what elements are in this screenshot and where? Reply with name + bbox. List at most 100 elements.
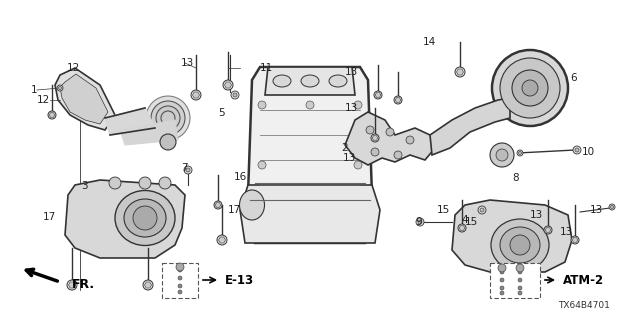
Text: 13: 13 bbox=[345, 67, 358, 77]
Circle shape bbox=[161, 111, 175, 125]
Circle shape bbox=[366, 126, 374, 134]
Circle shape bbox=[258, 161, 266, 169]
Ellipse shape bbox=[301, 75, 319, 87]
Circle shape bbox=[522, 80, 538, 96]
Polygon shape bbox=[452, 200, 572, 272]
Circle shape bbox=[544, 226, 552, 234]
Text: 14: 14 bbox=[423, 37, 436, 47]
Circle shape bbox=[394, 151, 402, 159]
Polygon shape bbox=[145, 282, 152, 288]
Polygon shape bbox=[120, 120, 178, 145]
Circle shape bbox=[160, 134, 176, 150]
Circle shape bbox=[67, 280, 77, 290]
Circle shape bbox=[258, 101, 266, 109]
Text: 13: 13 bbox=[530, 210, 543, 220]
Text: 3: 3 bbox=[81, 181, 88, 191]
Ellipse shape bbox=[491, 219, 549, 271]
Circle shape bbox=[176, 263, 184, 271]
Circle shape bbox=[354, 101, 362, 109]
Circle shape bbox=[48, 111, 56, 119]
Polygon shape bbox=[55, 68, 115, 130]
Text: FR.: FR. bbox=[72, 278, 95, 292]
Polygon shape bbox=[396, 98, 401, 102]
Text: 17: 17 bbox=[43, 212, 56, 222]
Circle shape bbox=[139, 177, 151, 189]
Circle shape bbox=[518, 291, 522, 295]
Circle shape bbox=[57, 85, 63, 91]
FancyBboxPatch shape bbox=[490, 263, 540, 298]
Circle shape bbox=[214, 201, 222, 209]
Circle shape bbox=[516, 264, 524, 272]
Polygon shape bbox=[372, 136, 378, 140]
Text: 9: 9 bbox=[415, 217, 422, 227]
Circle shape bbox=[492, 50, 568, 126]
Polygon shape bbox=[430, 98, 510, 155]
Circle shape bbox=[178, 276, 182, 280]
Circle shape bbox=[518, 278, 522, 282]
Circle shape bbox=[386, 128, 394, 136]
Circle shape bbox=[217, 235, 227, 245]
Circle shape bbox=[186, 168, 190, 172]
Text: TX64B4701: TX64B4701 bbox=[558, 301, 610, 310]
Circle shape bbox=[146, 96, 190, 140]
Circle shape bbox=[354, 161, 362, 169]
Polygon shape bbox=[225, 82, 232, 88]
Circle shape bbox=[233, 93, 237, 97]
Circle shape bbox=[178, 290, 182, 294]
Text: 11: 11 bbox=[260, 63, 273, 73]
Text: 15: 15 bbox=[465, 217, 478, 227]
Ellipse shape bbox=[124, 199, 166, 237]
Circle shape bbox=[418, 220, 422, 224]
Circle shape bbox=[500, 58, 560, 118]
Text: 15: 15 bbox=[436, 205, 450, 215]
Text: 13: 13 bbox=[590, 205, 604, 215]
Polygon shape bbox=[218, 237, 225, 243]
Text: 2: 2 bbox=[341, 143, 348, 153]
Polygon shape bbox=[193, 92, 200, 98]
Circle shape bbox=[512, 70, 548, 106]
Polygon shape bbox=[60, 74, 108, 124]
Circle shape bbox=[178, 268, 182, 272]
Ellipse shape bbox=[329, 75, 347, 87]
Circle shape bbox=[455, 67, 465, 77]
Circle shape bbox=[109, 177, 121, 189]
Text: 13: 13 bbox=[345, 103, 358, 113]
Polygon shape bbox=[345, 112, 435, 165]
Circle shape bbox=[191, 90, 201, 100]
Circle shape bbox=[143, 280, 153, 290]
Ellipse shape bbox=[500, 227, 540, 263]
Circle shape bbox=[609, 204, 615, 210]
Circle shape bbox=[394, 96, 402, 104]
Circle shape bbox=[517, 150, 523, 156]
Polygon shape bbox=[240, 185, 380, 243]
Text: 8: 8 bbox=[512, 173, 518, 183]
Polygon shape bbox=[456, 69, 463, 75]
Text: 1: 1 bbox=[30, 85, 37, 95]
Circle shape bbox=[151, 101, 185, 135]
Circle shape bbox=[510, 235, 530, 255]
Circle shape bbox=[500, 286, 504, 290]
Circle shape bbox=[58, 86, 61, 90]
Polygon shape bbox=[68, 282, 76, 288]
Ellipse shape bbox=[273, 75, 291, 87]
Circle shape bbox=[416, 218, 424, 226]
Circle shape bbox=[478, 206, 486, 214]
Circle shape bbox=[223, 80, 233, 90]
Polygon shape bbox=[248, 67, 372, 243]
Text: 13: 13 bbox=[560, 227, 573, 237]
Circle shape bbox=[184, 166, 192, 174]
Circle shape bbox=[306, 101, 314, 109]
Text: 6: 6 bbox=[570, 73, 577, 83]
Circle shape bbox=[458, 224, 466, 232]
Circle shape bbox=[371, 134, 379, 142]
Polygon shape bbox=[545, 228, 551, 232]
Circle shape bbox=[178, 284, 182, 288]
Text: ATM-2: ATM-2 bbox=[563, 274, 604, 286]
Text: 5: 5 bbox=[218, 108, 225, 118]
Text: 12: 12 bbox=[67, 63, 80, 73]
Circle shape bbox=[231, 91, 239, 99]
Circle shape bbox=[500, 291, 504, 295]
Circle shape bbox=[571, 236, 579, 244]
Text: 17: 17 bbox=[228, 205, 241, 215]
Polygon shape bbox=[215, 203, 221, 207]
